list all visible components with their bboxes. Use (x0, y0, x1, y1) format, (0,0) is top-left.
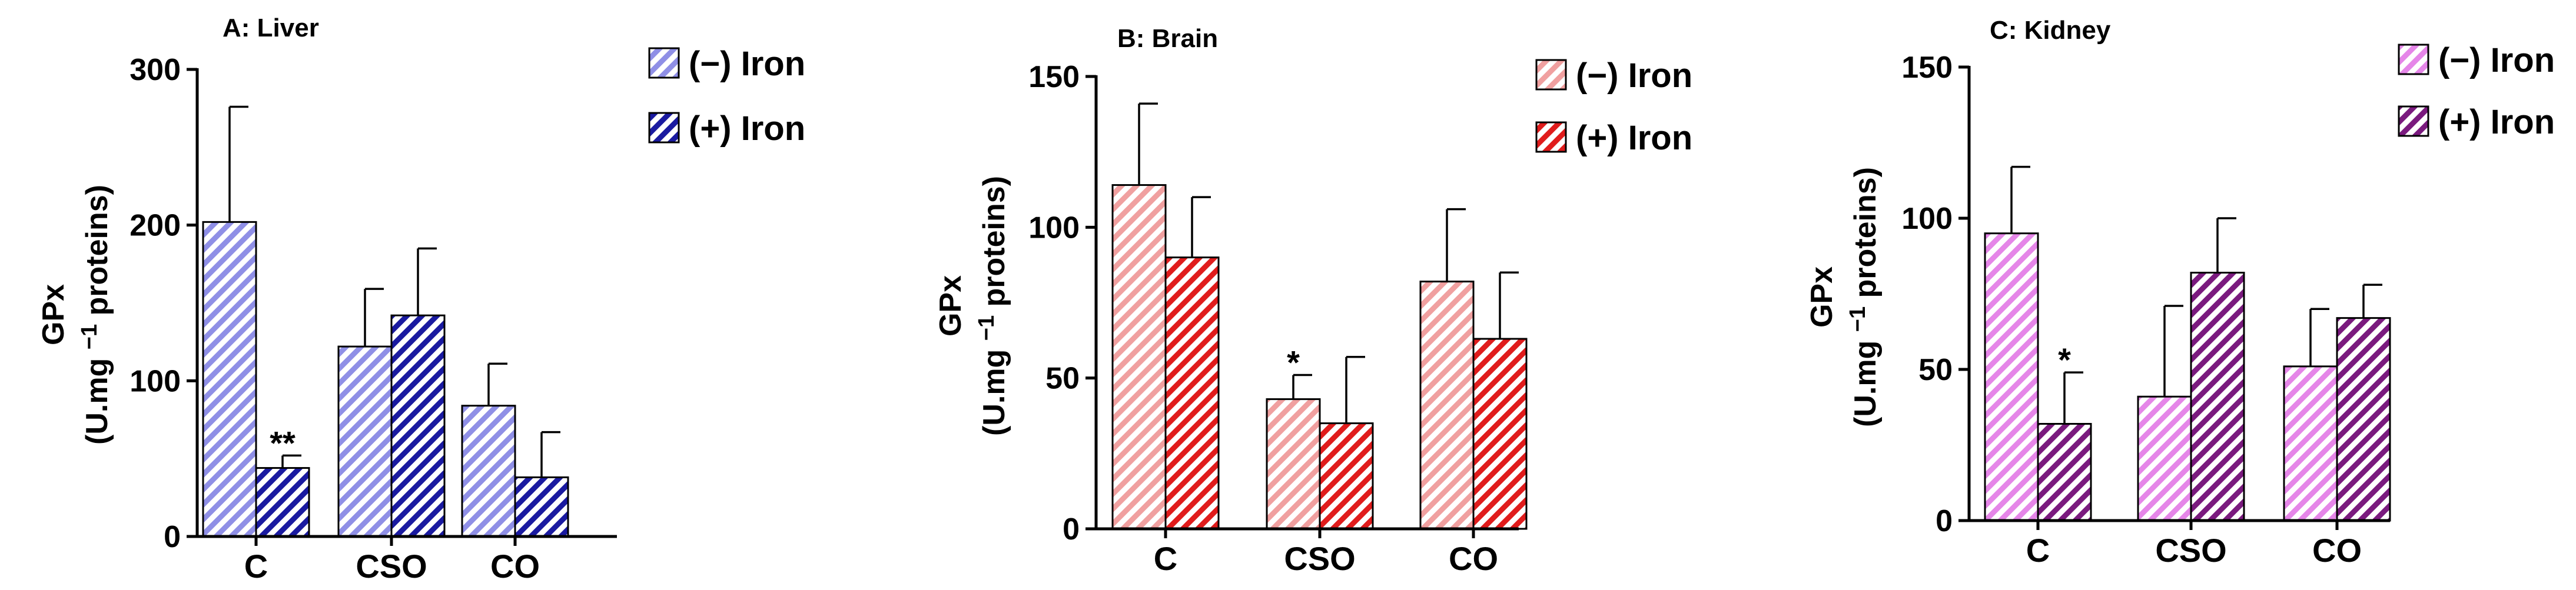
y-tick-label: 0 (164, 520, 181, 554)
legend-label-minus-iron: (−) Iron (1576, 56, 1692, 95)
y-axis-unit-exponent: −1 (77, 324, 102, 349)
panel-title: C: Kidney (1990, 16, 2111, 45)
bar-iron-cso (337, 345, 393, 538)
bar-iron-c (1984, 232, 2039, 522)
legend-swatch-plus-iron (1535, 121, 1567, 153)
x-tick-label: CSO (1284, 540, 1355, 577)
significance-marker: * (1287, 344, 1300, 381)
panel-title: B: Brain (1117, 24, 1218, 53)
y-tick-label: 300 (130, 53, 181, 87)
legend: (−) Iron (+) Iron (1535, 56, 1692, 157)
bar-iron-c (1111, 184, 1167, 530)
significance-marker: ** (270, 424, 296, 461)
legend-label-plus-iron: (+) Iron (689, 109, 805, 148)
panel-brain: B: Brain GPx (U.mg −1 proteins) C * CSO CO 0… (934, 24, 1692, 577)
legend-swatch-minus-iron (1535, 59, 1567, 91)
panel-title: A: Liver (223, 14, 319, 42)
y-axis-unit-suffix: proteins) (80, 185, 114, 324)
panel-kidney: C: Kidney GPx (U.mg −1 proteins) * C CSO CO… (1805, 16, 2555, 569)
bar-iron-co (1419, 281, 1475, 530)
y-tick-label: 0 (1936, 504, 1953, 538)
bar-+iron-c (255, 467, 310, 538)
x-tick-label: C (2026, 532, 2050, 569)
bar-iron-co (2283, 365, 2338, 522)
y-axis-title-line1: GPx (36, 284, 71, 345)
bar-iron-co (461, 405, 516, 538)
x-tick-label: CO (2312, 532, 2362, 569)
bar-iron-c (202, 221, 257, 538)
significance-marker: * (2058, 341, 2071, 378)
x-tick-label: CO (1449, 540, 1498, 577)
legend-label-minus-iron: (−) Iron (689, 45, 805, 83)
x-tick-label: C (1154, 540, 1177, 577)
y-axis-unit-exponent: −1 (974, 315, 999, 341)
legend-label-minus-iron: (−) Iron (2438, 41, 2555, 79)
y-axis-title-line2: (U.mg −1 proteins) (77, 185, 114, 445)
y-tick-label: 150 (1028, 60, 1080, 94)
y-tick-label: 200 (130, 209, 181, 243)
bar-iron-cso (1266, 398, 1321, 530)
legend-swatch-minus-iron (2398, 44, 2429, 75)
y-axis-unit-exponent: −1 (1845, 306, 1870, 332)
bar-+iron-cso (390, 314, 446, 538)
y-axis-unit-prefix: (U.mg (1848, 332, 1883, 427)
y-tick-label: 50 (1918, 353, 1953, 387)
legend-swatch-plus-iron (2398, 105, 2429, 137)
legend: (−) Iron (+) Iron (648, 45, 805, 148)
y-tick-label: 100 (1028, 211, 1080, 245)
bar-iron-cso (2137, 395, 2192, 522)
plot-area: * C CSO CO 0 50 100 150 (1901, 51, 2391, 569)
x-tick-label: CO (490, 548, 540, 585)
y-tick-label: 100 (1901, 202, 1953, 236)
y-tick-label: 50 (1045, 362, 1080, 396)
y-axis-unit-prefix: (U.mg (80, 349, 114, 445)
bar-+iron-co (1472, 338, 1528, 530)
bar-+iron-co (2336, 317, 2391, 522)
plot-area: C * CSO CO 0 50 100 150 (1028, 60, 1528, 577)
legend-swatch-minus-iron (648, 47, 680, 79)
y-axis-title-line2: (U.mg −1 proteins) (974, 176, 1011, 436)
x-tick-label: CSO (2155, 532, 2226, 569)
legend: (−) Iron (+) Iron (2398, 41, 2555, 141)
panel-liver: A: Liver GPx (U.mg −1 proteins) ** C CSO CO… (36, 14, 805, 585)
x-tick-label: CSO (356, 548, 427, 585)
y-axis-unit-prefix: (U.mg (977, 341, 1011, 436)
bar-+iron-c (2037, 423, 2092, 522)
y-tick-label: 100 (130, 364, 181, 398)
bar-+iron-cso (2190, 272, 2245, 522)
y-tick-label: 0 (1063, 512, 1080, 546)
y-axis-unit-suffix: proteins) (1848, 167, 1883, 306)
legend-label-plus-iron: (+) Iron (2438, 103, 2555, 141)
plot-area: ** C CSO CO 0 100 200 300 (130, 53, 617, 585)
y-axis-title-line1: GPx (1805, 266, 1839, 328)
x-tick-label: C (244, 548, 268, 585)
bar-+iron-cso (1319, 422, 1374, 530)
y-tick-label: 150 (1901, 51, 1953, 85)
bar-+iron-co (514, 476, 569, 538)
legend-label-plus-iron: (+) Iron (1576, 119, 1692, 157)
y-axis-title-line2: (U.mg −1 proteins) (1845, 167, 1883, 427)
y-axis-title-line1: GPx (934, 275, 968, 336)
y-axis-unit-suffix: proteins) (977, 176, 1011, 315)
legend-swatch-plus-iron (648, 112, 680, 144)
bar-+iron-c (1164, 256, 1220, 530)
